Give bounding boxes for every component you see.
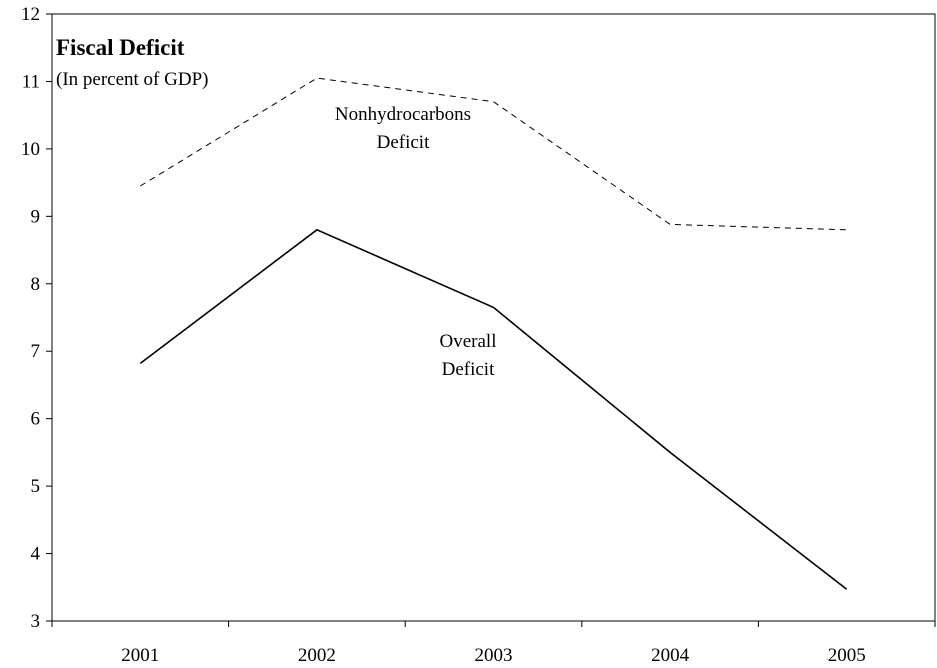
plot-frame — [51, 13, 936, 622]
x-tick-label: 2001 — [121, 645, 159, 666]
y-tick-label: 6 — [31, 409, 41, 430]
series-line-overall — [139, 228, 848, 590]
series-annotation: Overall Deficit — [440, 331, 497, 380]
series-annotation: Nonhydrocarbons Deficit — [335, 104, 471, 153]
y-tick-label: 4 — [31, 544, 41, 565]
y-tick-label: 11 — [22, 71, 40, 92]
series-group — [139, 77, 848, 590]
x-axis: 2001 2002 2003 2004 2005 — [51, 621, 936, 666]
x-tick-label: 2003 — [475, 645, 513, 666]
series-line-nonhydrocarbons — [140, 77, 847, 231]
chart-title: Fiscal Deficit — [56, 35, 185, 60]
chart-subtitle: (In percent of GDP) — [56, 69, 208, 90]
x-tick-label: 2005 — [828, 645, 866, 666]
x-tick-label: 2002 — [298, 645, 336, 666]
y-tick-label: 7 — [31, 341, 41, 362]
y-tick-label: 10 — [21, 139, 40, 160]
series-annotation-line: Deficit — [442, 359, 495, 380]
y-tick-label: 9 — [31, 206, 41, 227]
y-tick-label: 12 — [21, 4, 40, 25]
series-annotation-line: Deficit — [377, 132, 430, 153]
y-axis: 3 4 5 6 7 8 9 10 11 12 — [21, 4, 52, 632]
series-annotations: Nonhydrocarbons Deficit Overall Deficit — [335, 104, 497, 380]
y-tick-label: 3 — [31, 611, 41, 632]
series-annotation-line: Nonhydrocarbons — [335, 104, 471, 125]
y-tick-label: 8 — [31, 274, 41, 295]
x-tick-label: 2004 — [651, 645, 690, 666]
y-tick-label: 5 — [31, 476, 41, 497]
series-annotation-line: Overall — [440, 331, 497, 352]
